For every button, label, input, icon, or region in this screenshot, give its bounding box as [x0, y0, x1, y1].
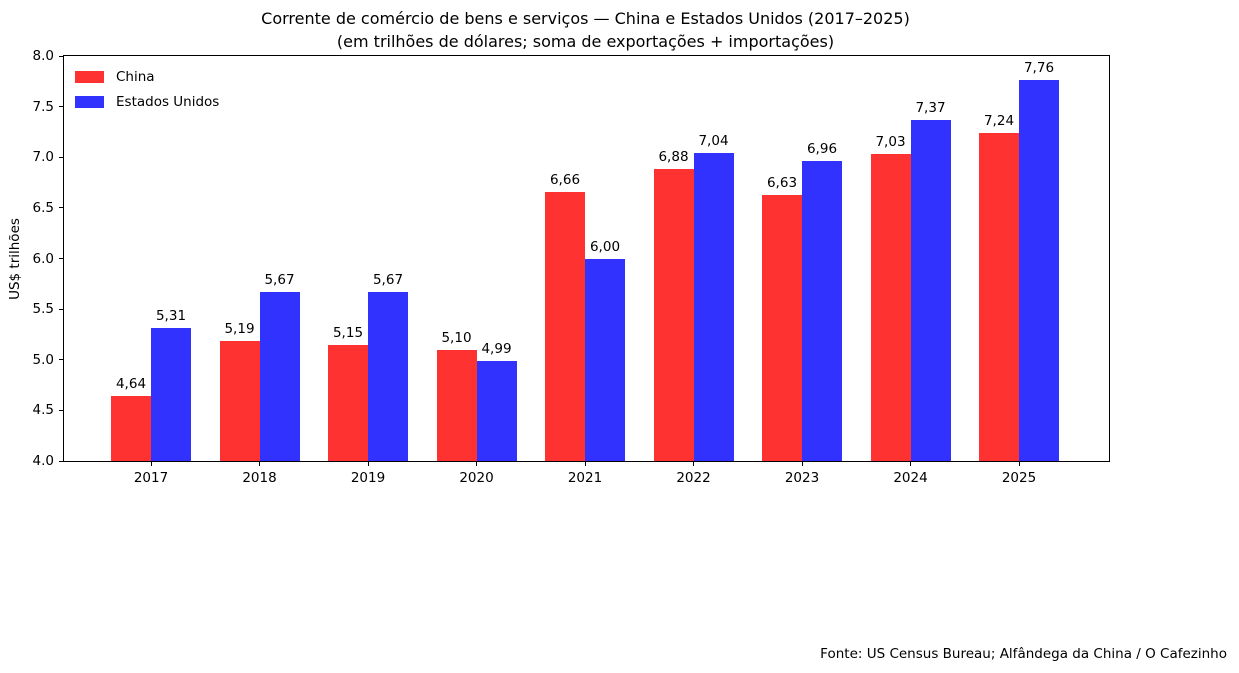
x-tick-label: 2023 [784, 470, 820, 486]
legend-item-estados-unidos: Estados Unidos [75, 89, 219, 114]
y-tick-mark [59, 409, 64, 411]
bar-value-label: 7,04 [698, 133, 729, 150]
bar-estados-unidos-2024 [910, 119, 951, 461]
x-tick-mark [584, 461, 586, 466]
bar-value-label: 7,37 [915, 99, 946, 116]
source-attribution: Fonte: US Census Bureau; Alfândega da Ch… [820, 646, 1227, 662]
bar-china-2020 [436, 349, 477, 461]
legend-label-estados-unidos: Estados Unidos [116, 93, 220, 110]
bar-value-label: 7,24 [983, 112, 1015, 129]
bar-value-label: 5,67 [264, 271, 295, 288]
x-tick-mark [150, 461, 152, 466]
bar-value-label: 5,31 [155, 308, 187, 325]
bar-value-label: 6,63 [766, 174, 798, 191]
bar-value-label: 5,19 [224, 320, 255, 337]
y-tick-mark [59, 156, 64, 158]
bar-value-label: 7,76 [1023, 60, 1055, 77]
y-tick-label: 4.5 [32, 402, 54, 419]
x-tick-mark [259, 461, 260, 466]
bar-value-label: 5,15 [332, 324, 364, 341]
bar-china-2022 [653, 169, 694, 461]
bar-china-2024 [870, 154, 911, 461]
x-tick-mark [693, 461, 694, 466]
y-tick-label: 5.0 [32, 351, 54, 368]
legend-swatch-china [75, 70, 104, 83]
x-tick-label: 2021 [567, 470, 603, 486]
bar-value-label: 5,10 [441, 329, 472, 346]
legend-label-china: China [116, 68, 155, 85]
y-tick-label: 6.5 [32, 199, 54, 216]
bar-estados-unidos-2019 [368, 291, 408, 461]
x-tick-label: 2025 [1001, 470, 1037, 486]
bar-value-label: 4,99 [481, 340, 512, 357]
bar-china-2019 [328, 344, 368, 461]
x-tick-label: 2018 [242, 470, 277, 486]
plot-area: US$ trilhões 4,64 5,31 5,19 5,67 5,15 5,67 5,1… [7, 48, 1110, 486]
y-tick-mark [59, 106, 64, 108]
y-tick-label: 5.5 [32, 301, 54, 318]
y-tick-mark [59, 308, 64, 310]
bar-value-label: 7,03 [875, 134, 906, 151]
bar-estados-unidos-2017 [151, 328, 191, 461]
chart-title: Corrente de comércio de bens e serviços … [63, 7, 1108, 53]
x-tick-mark [801, 461, 803, 466]
bar-value-label: 6,66 [549, 171, 581, 188]
bar-estados-unidos-2018 [259, 291, 300, 461]
bar-estados-unidos-2020 [476, 360, 517, 461]
bar-china-2018 [219, 340, 260, 461]
x-tick-label: 2024 [893, 470, 928, 486]
x-tick-mark [476, 461, 477, 466]
y-tick-label: 7.0 [32, 149, 54, 166]
bar-value-label: 5,67 [372, 271, 404, 288]
bar-estados-unidos-2025 [1019, 80, 1059, 461]
legend-item-china: China [75, 64, 219, 89]
bar-china-2021 [545, 191, 585, 461]
y-tick-mark [59, 359, 64, 361]
y-tick-mark [59, 258, 64, 259]
x-tick-label: 2017 [133, 470, 169, 486]
legend: China Estados Unidos [75, 64, 219, 114]
bar-estados-unidos-2022 [693, 153, 734, 461]
x-tick-label: 2019 [350, 470, 386, 486]
y-tick-mark [59, 55, 64, 57]
x-tick-label: 2022 [676, 470, 711, 486]
y-tick-mark [59, 460, 64, 462]
y-tick-label: 4.0 [32, 453, 54, 469]
bar-value-label: 6,88 [658, 149, 689, 166]
y-tick-label: 7.5 [32, 98, 54, 115]
x-tick-mark [910, 461, 911, 466]
chart-title-line1: Corrente de comércio de bens e serviços … [261, 9, 910, 28]
y-tick-label: 8.0 [32, 48, 54, 64]
bar-value-label: 6,00 [589, 238, 621, 255]
bar-china-2025 [979, 132, 1019, 461]
bar-china-2023 [762, 194, 802, 461]
bar-value-label: 6,96 [806, 141, 838, 158]
chart-title-line2: (em trilhões de dólares; soma de exporta… [336, 32, 835, 51]
x-tick-mark [1018, 461, 1020, 466]
bar-china-2017 [111, 396, 151, 461]
x-tick-mark [367, 461, 369, 466]
x-tick-label: 2020 [459, 470, 494, 486]
legend-swatch-estados-unidos [75, 95, 104, 108]
y-tick-label: 6.0 [32, 250, 54, 267]
bar-estados-unidos-2021 [585, 258, 625, 461]
bar-value-label: 4,64 [115, 376, 147, 393]
y-tick-mark [59, 207, 64, 209]
bar-estados-unidos-2023 [802, 161, 842, 461]
